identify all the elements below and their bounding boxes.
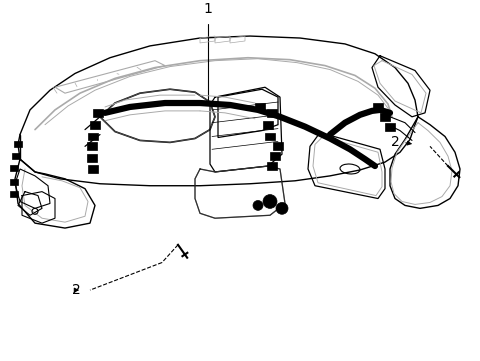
Bar [87,142,97,150]
Bar [263,121,273,129]
Bar [10,191,18,196]
Bar [14,142,22,147]
Bar [267,162,277,170]
Text: 2: 2 [72,283,81,297]
Text: 2: 2 [391,135,400,149]
Bar [265,132,275,140]
Bar [255,103,265,111]
Bar [273,142,283,150]
Bar [380,113,390,121]
Bar [90,121,100,129]
Text: 1: 1 [204,3,213,16]
Bar [87,154,97,162]
Circle shape [253,200,263,210]
Bar [10,165,18,171]
Bar [93,109,103,117]
Circle shape [263,195,277,208]
Bar [88,165,98,173]
Bar [267,109,277,117]
Bar [373,103,383,111]
Bar [88,132,98,140]
Circle shape [276,203,288,214]
Bar [12,153,20,159]
Bar [385,123,395,131]
Bar [270,152,280,160]
Bar [10,179,18,185]
